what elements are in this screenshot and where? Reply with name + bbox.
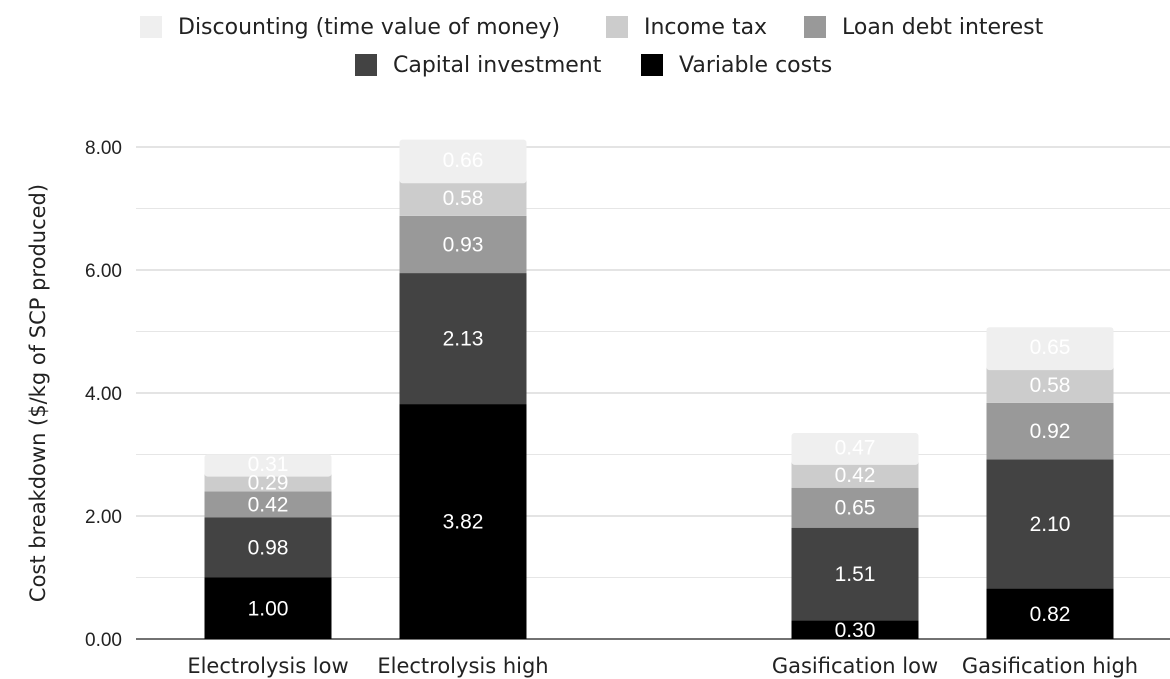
data-label: 0.42	[835, 464, 876, 487]
data-label: 1.00	[248, 597, 289, 620]
legend-label: Discounting (time value of money)	[178, 15, 560, 40]
y-tick-label: 8.00	[85, 138, 122, 159]
data-label: 2.10	[1030, 513, 1071, 536]
legend-swatch-loan-debt-interest	[804, 16, 826, 38]
bar-segment-capital-investment	[399, 273, 527, 405]
bar-segment-variable-costs	[791, 620, 919, 639]
bar-segment-income-tax	[204, 473, 332, 492]
data-label: 0.65	[1030, 336, 1071, 359]
bar-segment-income-tax	[791, 461, 919, 488]
data-label: 0.93	[443, 233, 484, 256]
bar-segment-loan-debt-interest	[399, 215, 527, 274]
bar-segment-income-tax	[399, 180, 527, 216]
data-label: 0.47	[835, 436, 876, 459]
legend-swatch-capital-investment	[355, 54, 377, 76]
bar-segment-discounting-time-value-of-money	[791, 432, 919, 465]
legend-label: Capital investment	[393, 53, 602, 78]
bar-segment-capital-investment	[204, 517, 332, 578]
data-label: 0.92	[1030, 420, 1071, 443]
bar-segment-loan-debt-interest	[986, 402, 1114, 460]
bar-labels: 1.000.980.420.290.313.822.130.930.580.66…	[248, 149, 1071, 642]
bar-segment-loan-debt-interest	[204, 491, 332, 518]
data-label: 3.82	[443, 511, 484, 534]
data-label: 0.58	[443, 187, 484, 210]
bar-segment-discounting-time-value-of-money	[204, 454, 332, 477]
legend-swatch-discounting-time-value-of-money	[140, 16, 162, 38]
legend-swatch-variable-costs	[641, 54, 663, 76]
y-axis-label: Cost breakdown ($/kg of SCP produced)	[26, 184, 50, 602]
bar-segment-discounting-time-value-of-money	[986, 327, 1114, 371]
data-label: 1.51	[835, 563, 876, 586]
bar-segment-discounting-time-value-of-money	[399, 139, 527, 184]
data-label: 0.65	[835, 497, 876, 520]
data-label: 0.42	[248, 493, 289, 516]
bar-segment-variable-costs	[204, 577, 332, 639]
data-label: 0.30	[835, 619, 876, 642]
y-axis-ticks: 0.00 2.00 4.00 6.00 8.00	[85, 138, 122, 651]
bar-segment-variable-costs	[399, 404, 527, 639]
y-tick-label: 4.00	[85, 384, 122, 405]
x-category-label: Electrolysis high	[377, 654, 548, 678]
bar-segment-income-tax	[986, 367, 1114, 403]
x-category-label: Gasification low	[772, 654, 938, 678]
data-label: 0.98	[248, 536, 289, 559]
data-label: 2.13	[443, 328, 484, 351]
x-category-label: Gasification high	[962, 654, 1138, 678]
legend: Discounting (time value of money) Income …	[140, 15, 1044, 78]
x-axis-categories: Electrolysis low Electrolysis high Gasific…	[187, 654, 1138, 678]
legend-swatch-income-tax	[606, 16, 628, 38]
bar-segment-capital-investment	[986, 459, 1114, 589]
data-label: 0.82	[1030, 603, 1071, 626]
x-category-label: Electrolysis low	[187, 654, 348, 678]
data-label: 0.29	[248, 471, 289, 494]
bars	[204, 139, 1114, 639]
y-tick-label: 6.00	[85, 261, 122, 282]
legend-label: Variable costs	[679, 53, 832, 78]
bar-segment-capital-investment	[791, 527, 919, 621]
data-label: 0.66	[443, 149, 484, 172]
data-label: 0.31	[248, 453, 289, 476]
y-tick-label: 0.00	[85, 630, 122, 651]
data-label: 0.58	[1030, 374, 1071, 397]
legend-label: Loan debt interest	[842, 15, 1044, 40]
bar-segment-variable-costs	[986, 588, 1114, 639]
legend-label: Income tax	[644, 15, 767, 40]
y-tick-label: 2.00	[85, 507, 122, 528]
bar-segment-loan-debt-interest	[791, 487, 919, 528]
